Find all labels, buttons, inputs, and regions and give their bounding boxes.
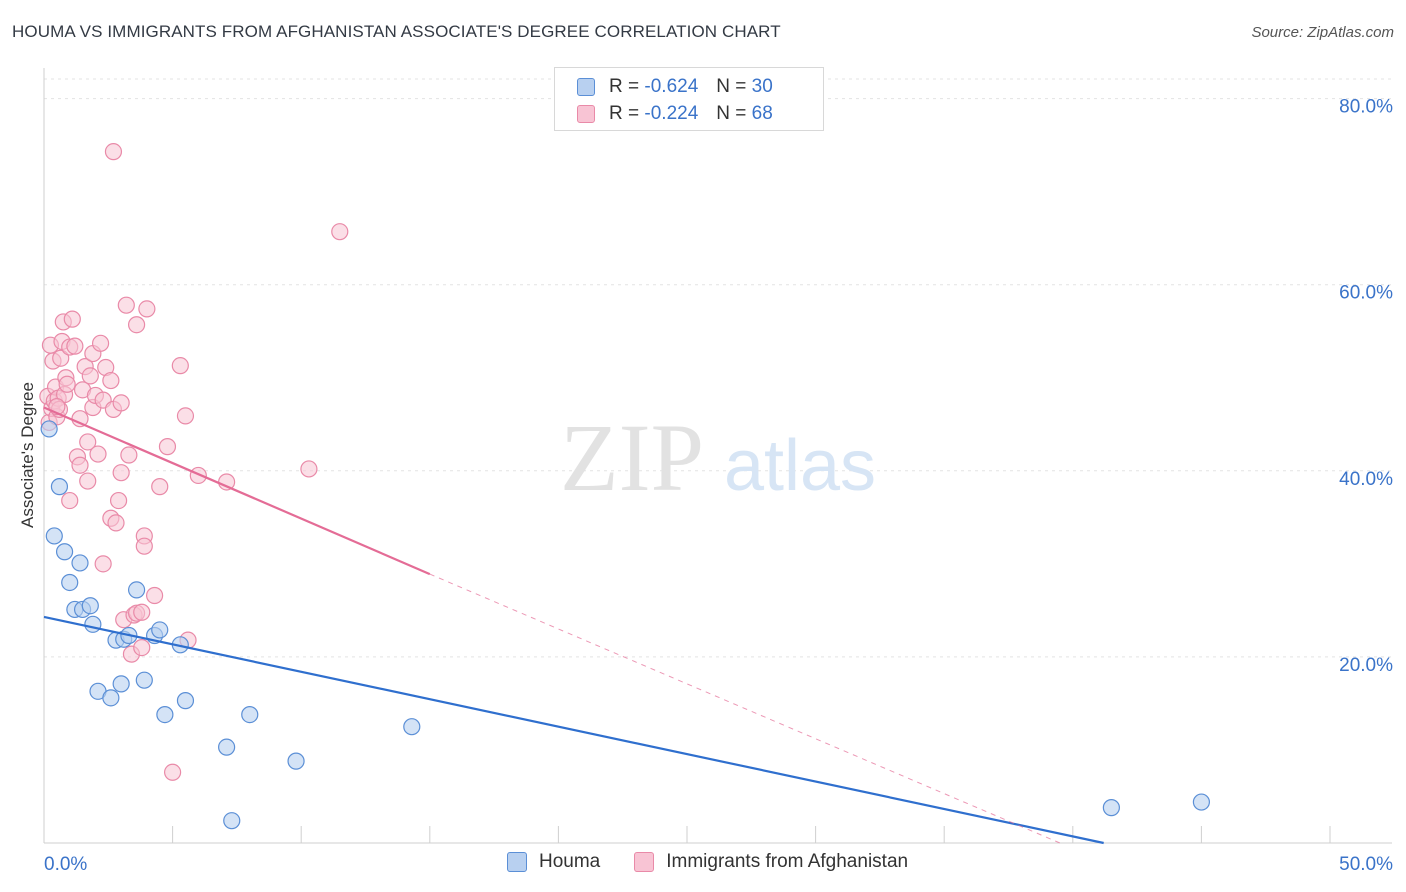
- y-axis-label: Associate's Degree: [18, 382, 37, 528]
- houma-swatch: [577, 78, 595, 96]
- houma-point: [55, 543, 74, 561]
- afghanistan-point: [158, 438, 177, 456]
- afghanistan-point: [66, 337, 84, 355]
- afghanistan-point: [71, 456, 89, 474]
- stats-row-afghanistan: R = -0.224 N = 68: [577, 101, 773, 127]
- afghanistan-point: [112, 394, 130, 412]
- afghanistan-legend-swatch: [634, 852, 655, 872]
- afghanistan-r-value: -0.224: [644, 103, 699, 124]
- houma-point: [112, 675, 130, 693]
- houma-point: [241, 705, 259, 724]
- houma-legend-swatch: [507, 852, 527, 872]
- houma-point: [223, 812, 241, 830]
- houma-point: [61, 573, 79, 592]
- x-tick-label: 0.0%: [44, 854, 87, 875]
- afghanistan-point: [63, 310, 81, 328]
- stats-row-houma: R = -0.624 N = 30: [577, 74, 773, 100]
- afghanistan-point: [218, 473, 236, 491]
- afghanistan-n-value: 68: [751, 103, 773, 124]
- afghanistan-point: [81, 367, 99, 385]
- houma-point: [1192, 793, 1211, 811]
- afghanistan-point: [133, 638, 151, 657]
- afghanistan-point: [176, 407, 195, 425]
- houma-point: [156, 705, 174, 724]
- houma-point: [71, 554, 89, 572]
- afghanistan-trend-extension: [429, 573, 1061, 844]
- houma-point: [287, 752, 305, 770]
- afghanistan-point: [127, 316, 146, 334]
- series-afghanistan-points: [39, 143, 349, 781]
- afghanistan-point: [138, 300, 156, 318]
- y-tick-label: 20.0%: [1339, 655, 1393, 676]
- houma-point: [45, 527, 63, 545]
- houma-point: [102, 689, 120, 707]
- afghanistan-point: [151, 478, 169, 496]
- y-tick-labels: 20.0% 40.0% 60.0% 80.0%: [1339, 97, 1393, 676]
- houma-point: [151, 621, 169, 639]
- series-houma-points: [40, 420, 1211, 830]
- afghanistan-point: [79, 433, 97, 451]
- afghanistan-point: [79, 472, 97, 490]
- legend-label-houma: Houma: [539, 851, 601, 872]
- afghanistan-point: [61, 491, 79, 510]
- stats-legend: R = -0.624 N = 30 R = -0.224 N = 68: [554, 67, 824, 131]
- houma-point: [81, 597, 99, 615]
- afghanistan-point: [300, 460, 318, 478]
- houma-point: [1102, 799, 1120, 817]
- houma-r-value: -0.624: [644, 76, 699, 97]
- afghanistan-point: [52, 349, 70, 367]
- afghanistan-point: [145, 586, 164, 605]
- legend-item-houma[interactable]: Houma: [507, 851, 600, 873]
- houma-point: [127, 581, 146, 599]
- afghanistan-point: [94, 555, 112, 573]
- series-legend: Houma Immigrants from Afghanistan: [507, 851, 942, 873]
- y-tick-label: 60.0%: [1339, 283, 1393, 304]
- afghanistan-trend-line: [43, 406, 431, 576]
- houma-trend-line: [43, 615, 1104, 845]
- afghanistan-point: [171, 357, 189, 375]
- n-label: N =: [716, 103, 747, 124]
- r-label: R =: [609, 103, 640, 124]
- afghanistan-point: [117, 296, 135, 314]
- afghanistan-point: [135, 537, 153, 555]
- houma-n-value: 30: [751, 76, 773, 97]
- afghanistan-point: [89, 445, 107, 463]
- trend-lines: [43, 406, 1104, 845]
- x-tick-labels: 0.0% 50.0%: [44, 854, 1393, 875]
- axes: [43, 68, 1392, 844]
- afghanistan-point: [91, 334, 110, 352]
- source-label: Source: ZipAtlas.com: [1251, 24, 1394, 41]
- afghanistan-point: [107, 514, 125, 532]
- y-tick-label: 40.0%: [1339, 469, 1393, 490]
- y-tick-label: 80.0%: [1339, 97, 1393, 118]
- watermark-zip: ZIP: [560, 404, 704, 511]
- afghanistan-point: [133, 603, 151, 621]
- houma-point: [84, 615, 102, 633]
- houma-point: [40, 420, 58, 438]
- grid-lines: [44, 78, 1392, 658]
- houma-point: [403, 718, 421, 736]
- afghanistan-point: [112, 464, 130, 482]
- n-label: N =: [716, 76, 747, 97]
- houma-point: [50, 478, 69, 496]
- legend-label-afghanistan: Immigrants from Afghanistan: [666, 851, 909, 872]
- x-tick-label: 50.0%: [1339, 854, 1393, 875]
- afghanistan-point: [58, 375, 76, 393]
- watermark-atlas: atlas: [724, 426, 876, 506]
- afghanistan-point: [109, 491, 128, 510]
- houma-point: [135, 671, 153, 689]
- houma-point: [176, 692, 195, 710]
- chart-title: HOUMA VS IMMIGRANTS FROM AFGHANISTAN ASS…: [12, 22, 781, 41]
- afghanistan-point: [120, 446, 138, 464]
- legend-item-afghanistan[interactable]: Immigrants from Afghanistan: [634, 851, 908, 873]
- afghanistan-point: [104, 143, 123, 161]
- afghanistan-point: [164, 763, 182, 781]
- houma-point: [218, 738, 236, 756]
- r-label: R =: [609, 76, 640, 97]
- afghanistan-point: [331, 223, 349, 241]
- afghanistan-swatch: [577, 105, 595, 123]
- afghanistan-point: [102, 371, 120, 390]
